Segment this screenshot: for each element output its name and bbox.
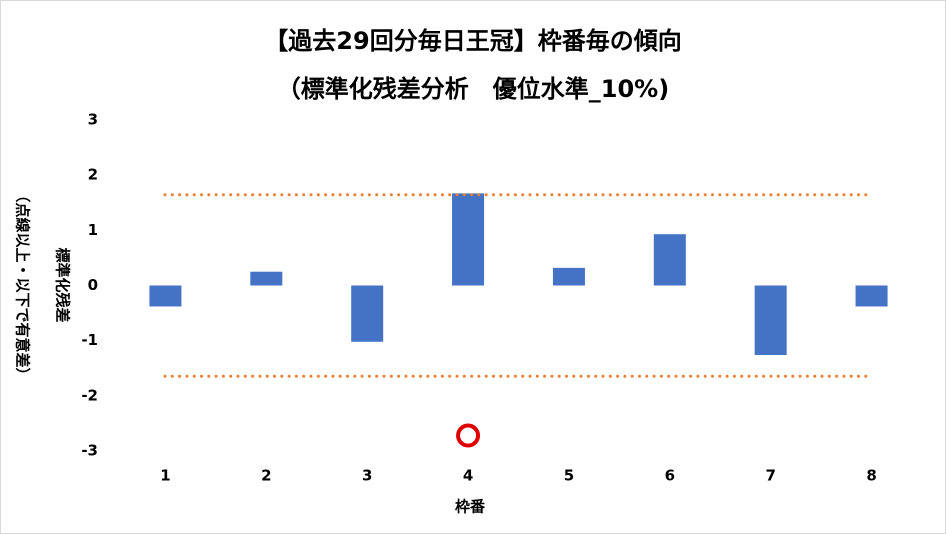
highlight-marker [456, 423, 481, 448]
y-tick-label: 1 [88, 221, 98, 239]
x-tick-label: 4 [463, 467, 473, 485]
x-tick-label: 7 [765, 467, 775, 485]
x-tick-label: 6 [665, 467, 675, 485]
bar [754, 285, 787, 356]
bar [855, 285, 888, 307]
y-tick-label: 0 [88, 276, 98, 294]
x-tick-label: 2 [261, 467, 271, 485]
chart-title: 【過去29回分毎日王冠】枠番毎の傾向 [264, 27, 681, 55]
y-axis-title: 標準化残差 [54, 247, 72, 322]
x-axis-title: 枠番 [455, 498, 486, 516]
bar [149, 285, 182, 307]
y-tick-label: 3 [88, 111, 98, 129]
y-tick-label: -3 [81, 442, 98, 460]
y-tick-label: 2 [88, 166, 98, 184]
y-axis-note: （点線以上・以下で有意差） [14, 187, 32, 382]
x-tick-label: 1 [160, 467, 170, 485]
bar [653, 234, 686, 286]
x-tick-label: 8 [866, 467, 876, 485]
bar [552, 267, 585, 286]
x-tick-label: 5 [564, 467, 574, 485]
x-tick-label: 3 [362, 467, 372, 485]
chart-subtitle: （標準化残差分析 優位水準_10%) [277, 75, 669, 103]
bar [351, 285, 384, 342]
bar [452, 193, 485, 286]
y-tick-label: -2 [81, 386, 98, 404]
bar [250, 271, 283, 286]
y-tick-label: -1 [81, 331, 98, 349]
